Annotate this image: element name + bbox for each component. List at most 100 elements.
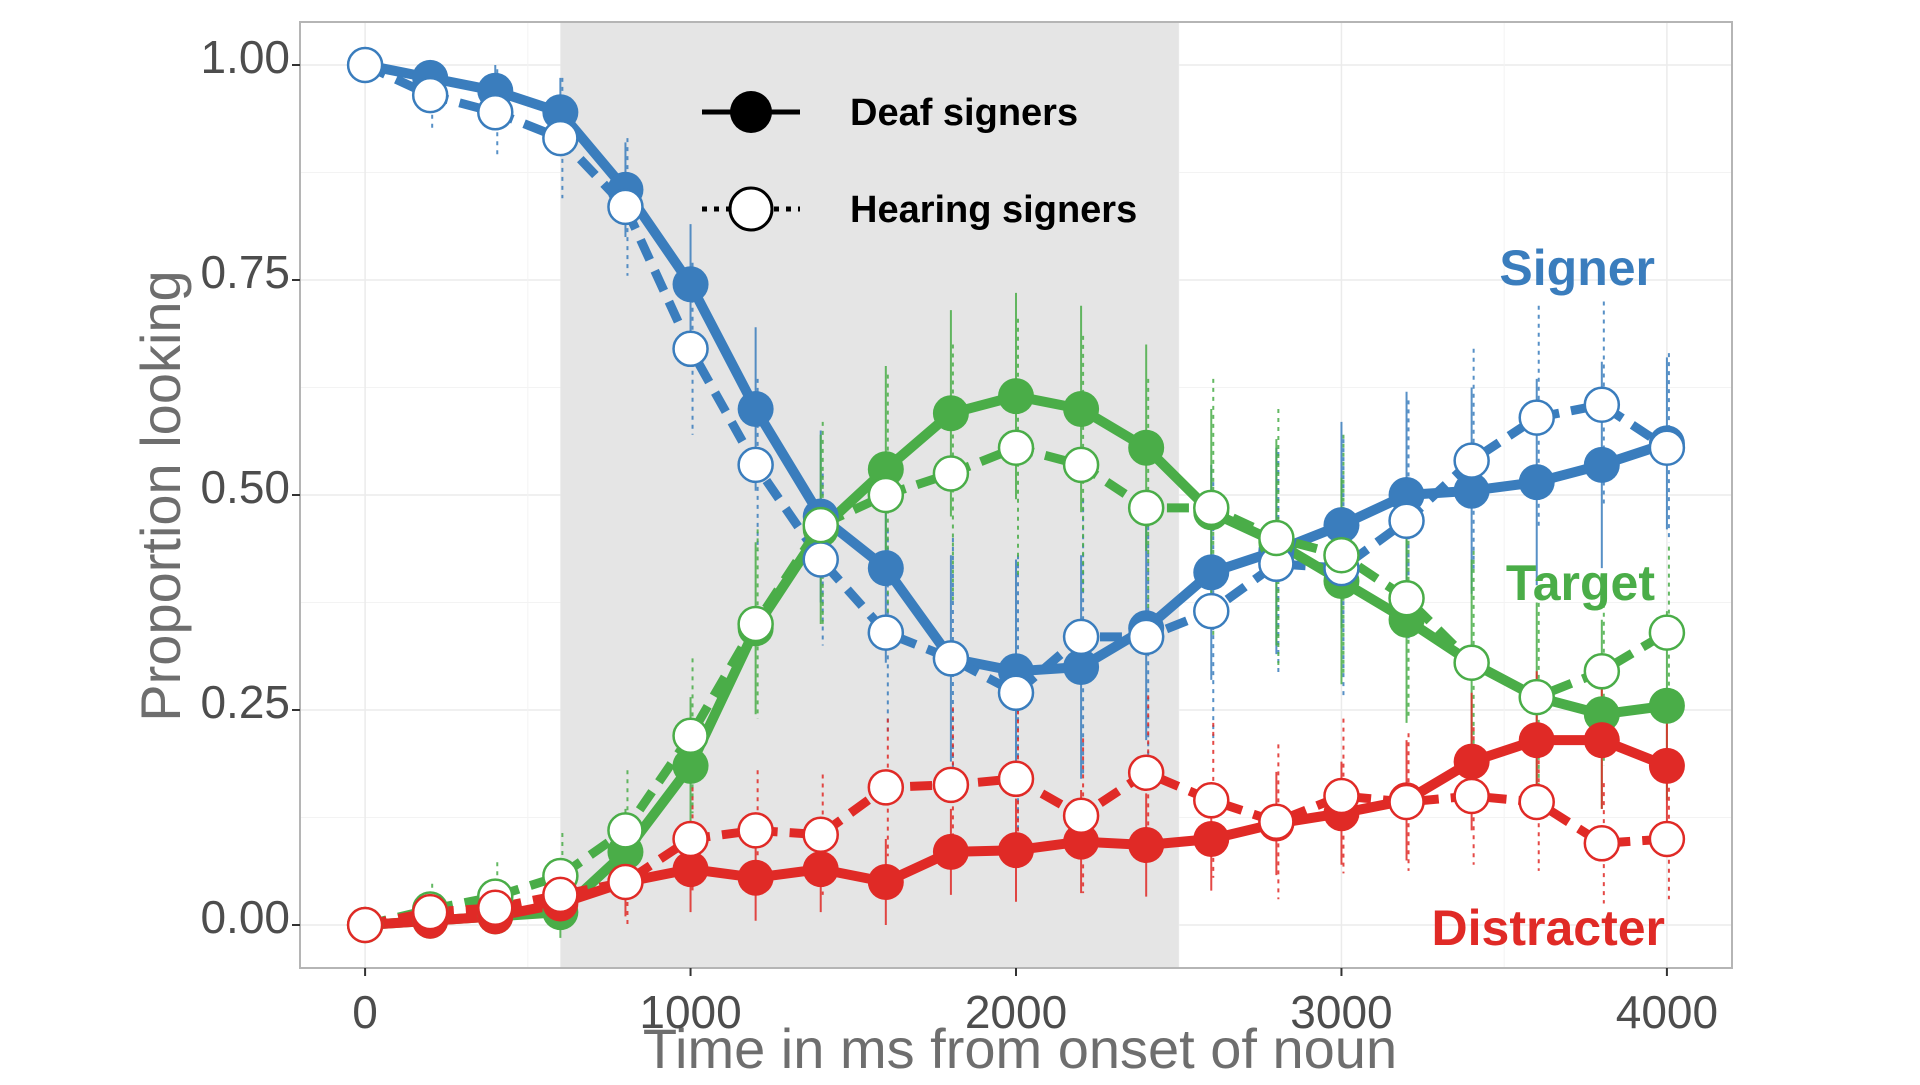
series-label-signer: Signer — [1499, 240, 1655, 296]
y-tick-label: 1.00 — [200, 31, 290, 83]
distracter-deaf-point — [1193, 821, 1230, 857]
signer-hearing-point — [737, 446, 774, 484]
target-hearing-point — [1518, 678, 1555, 716]
distracter-deaf-point — [1453, 743, 1490, 780]
target-hearing-point — [737, 605, 774, 643]
target-deaf-point — [932, 395, 969, 432]
x-axis-title: Time in ms from onset of noun — [643, 1017, 1397, 1080]
distracter-hearing-point — [1583, 825, 1621, 862]
target-hearing-point — [802, 506, 839, 544]
signer-hearing-point — [1127, 618, 1165, 656]
distracter-deaf-point — [737, 859, 774, 896]
target-hearing-point — [1323, 536, 1360, 574]
distracter-hearing-point — [1648, 820, 1686, 858]
distracter-hearing-point — [411, 893, 449, 931]
signer-hearing-point — [477, 94, 514, 131]
distracter-deaf-point — [1063, 823, 1100, 860]
signer-hearing-point — [1648, 429, 1686, 466]
target-deaf-point — [1063, 391, 1100, 427]
legend-hearing-marker — [728, 186, 774, 232]
series-labels: Signer Target Distracter — [1432, 240, 1665, 956]
target-hearing-point — [997, 429, 1035, 466]
y-axis-title: Proportion looking — [129, 270, 192, 721]
distracter-hearing-point — [477, 889, 514, 927]
y-tick-label: 0.75 — [200, 246, 290, 298]
series-label-target: Target — [1506, 555, 1655, 611]
distracter-deaf-point — [802, 851, 839, 888]
distracter-hearing-point — [1062, 797, 1100, 835]
distracter-hearing-point — [346, 906, 384, 944]
signer-deaf-point — [1453, 472, 1490, 509]
signer-hearing-point — [932, 640, 970, 677]
target-deaf-point — [672, 747, 709, 784]
distracter-deaf-point — [932, 833, 969, 870]
signer-hearing-point — [867, 614, 905, 651]
target-deaf-point — [867, 451, 904, 488]
signer-hearing-point — [1583, 386, 1621, 423]
distracter-hearing-point — [1388, 783, 1425, 821]
distracter-hearing-point — [932, 766, 970, 804]
signer-hearing-point — [1193, 592, 1230, 630]
distracter-deaf-point — [1648, 747, 1685, 784]
signer-hearing-point — [1062, 618, 1100, 656]
distracter-deaf-point — [1583, 722, 1620, 759]
signer-hearing-line — [363, 60, 1670, 698]
legend: Deaf signers Hearing signers — [702, 91, 1137, 232]
signer-hearing-point — [1518, 399, 1555, 436]
target-hearing-point — [867, 476, 905, 514]
signer-deaf-point — [1518, 464, 1555, 501]
target-hearing-point — [1127, 489, 1165, 527]
y-tick-label: 0.50 — [200, 461, 290, 513]
signer-deaf-point — [672, 266, 709, 303]
target-deaf-point — [1128, 429, 1165, 466]
distracter-hearing-point — [997, 760, 1035, 798]
target-hearing-point — [1193, 489, 1230, 527]
legend-deaf-marker — [730, 91, 772, 133]
target-hearing-point — [1388, 579, 1425, 617]
target-hearing-point — [607, 812, 644, 849]
signer-hearing-point — [411, 76, 449, 114]
target-hearing-point — [1583, 653, 1621, 690]
target-hearing-point — [1453, 644, 1490, 681]
signer-deaf-point — [737, 391, 774, 427]
axes: Proportion looking Time in ms from onset… — [129, 31, 1718, 1080]
signer-deaf-point — [867, 550, 904, 587]
distracter-hearing-point — [1258, 803, 1295, 841]
distracter-hearing-point — [542, 876, 579, 914]
target-hearing-point — [1062, 446, 1100, 484]
distracter-hearing-point — [802, 816, 839, 853]
signer-deaf-point — [542, 94, 579, 131]
signer-deaf-point — [1388, 477, 1425, 513]
target-hearing-point — [932, 455, 970, 492]
x-tick-label: 2000 — [965, 986, 1067, 1038]
x-tick-label: 0 — [352, 986, 378, 1038]
legend-hearing-label: Hearing signers — [850, 189, 1137, 231]
signer-hearing-point — [346, 46, 384, 84]
target-hearing-point — [1648, 614, 1686, 651]
target-deaf-point — [1648, 687, 1685, 724]
distracter-hearing-point — [1323, 777, 1360, 815]
distracter-deaf-point — [867, 864, 904, 900]
target-hearing-point — [1258, 519, 1295, 557]
y-tick-label: 0.25 — [200, 676, 290, 728]
distracter-deaf-point — [998, 832, 1034, 869]
distracter-hearing-point — [672, 820, 709, 858]
signer-deaf-point — [1193, 554, 1230, 591]
legend-deaf-label: Deaf signers — [850, 92, 1078, 134]
signer-hearing-point — [997, 674, 1035, 712]
distracter-deaf-point — [1518, 722, 1555, 759]
x-tick-label: 1000 — [639, 986, 741, 1038]
x-tick-label: 3000 — [1290, 986, 1392, 1038]
signer-hearing-point — [672, 330, 709, 368]
signer-hearing-point — [542, 119, 579, 157]
distracter-hearing-point — [1127, 754, 1165, 792]
distracter-hearing-point — [737, 812, 774, 849]
distracter-hearing-point — [607, 863, 644, 901]
signer-deaf-point — [1583, 446, 1620, 483]
distracter-hearing-point — [867, 769, 905, 806]
series-points — [346, 46, 1686, 944]
x-tick-label: 4000 — [1616, 986, 1718, 1038]
y-tick-label: 0.00 — [200, 891, 290, 943]
distracter-hearing-point — [1518, 783, 1555, 821]
